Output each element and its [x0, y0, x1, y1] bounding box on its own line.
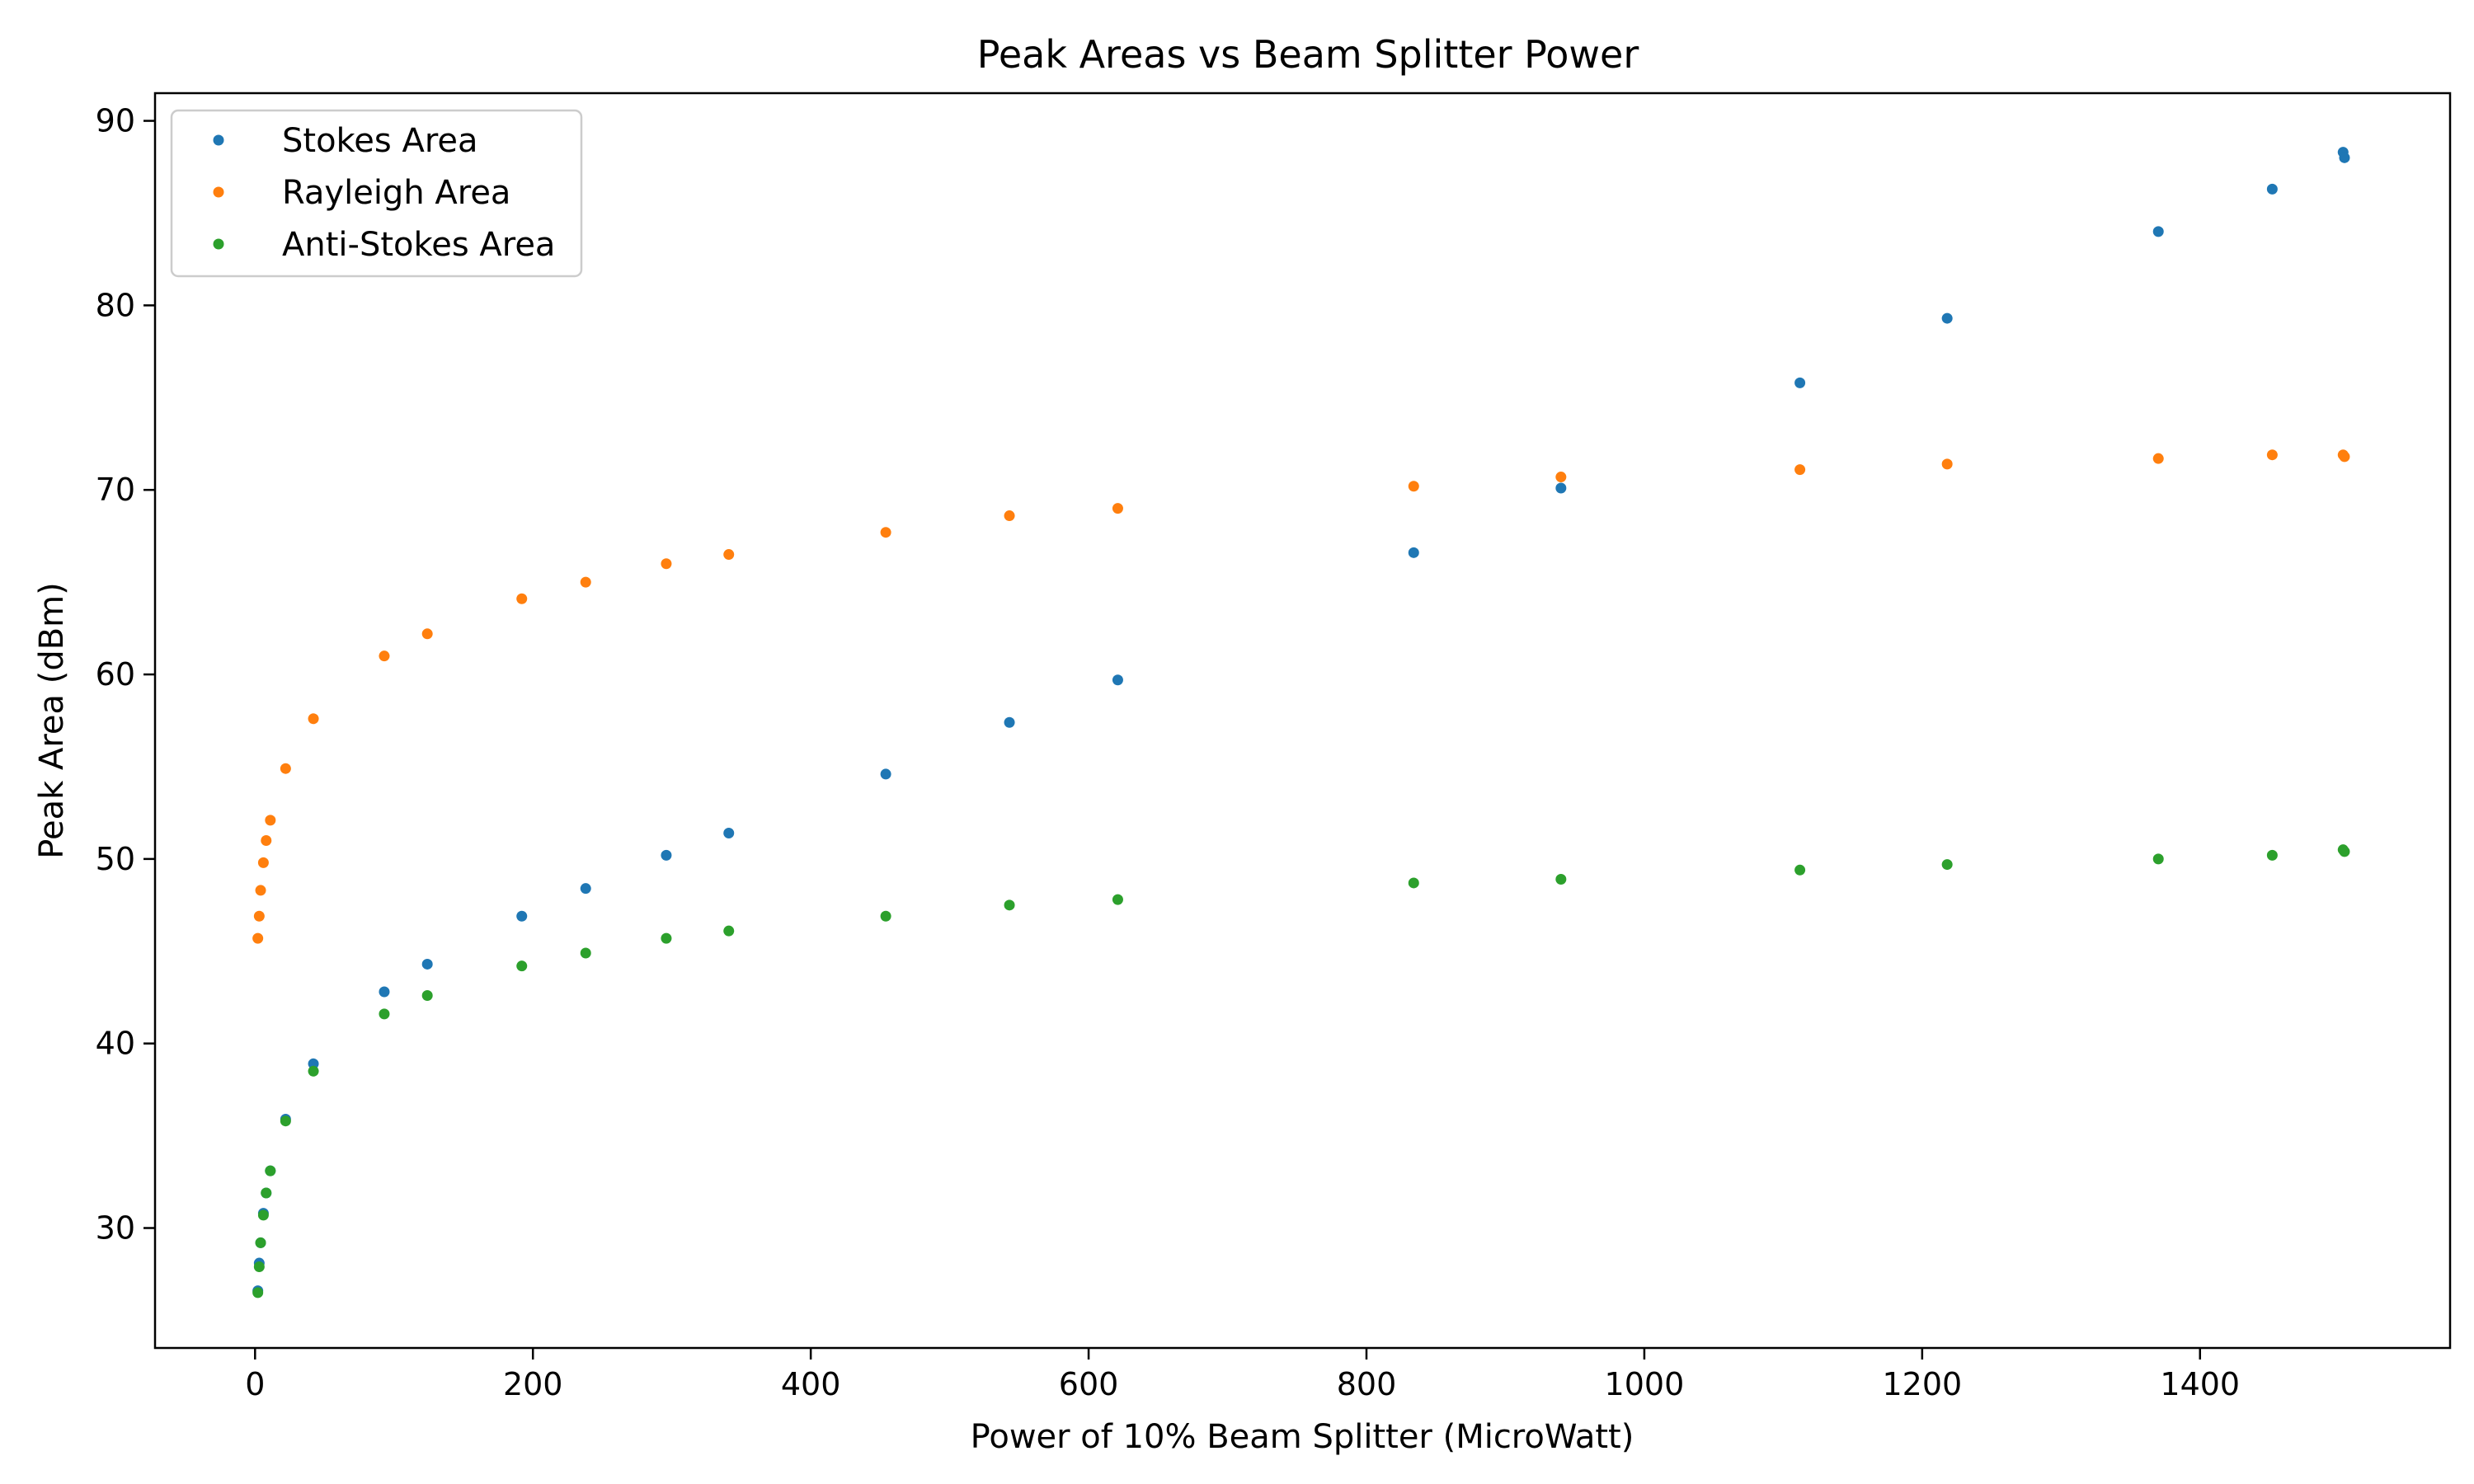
data-point-series-2 — [253, 910, 265, 922]
data-point-series-2 — [1004, 510, 1015, 522]
data-point-series-3 — [661, 932, 672, 944]
data-point-series-2 — [379, 650, 390, 662]
x-tick-label: 600 — [1059, 1366, 1119, 1402]
legend-label-series-2: Rayleigh Area — [282, 174, 510, 212]
chart-title: Peak Areas vs Beam Splitter Power — [977, 32, 1639, 77]
data-point-series-2 — [1941, 458, 1953, 470]
data-point-series-2 — [516, 593, 528, 604]
data-point-series-1 — [723, 828, 735, 839]
data-point-series-3 — [257, 1209, 269, 1221]
data-point-series-1 — [880, 768, 891, 780]
data-point-series-3 — [308, 1065, 319, 1077]
y-axis-label: Peak Area (dBm) — [33, 582, 71, 858]
data-point-series-2 — [723, 549, 735, 561]
data-point-series-2 — [265, 815, 276, 826]
data-point-series-1 — [1555, 482, 1567, 494]
data-point-series-3 — [723, 925, 735, 937]
data-point-series-3 — [253, 1261, 265, 1273]
x-tick-label: 1000 — [1605, 1366, 1685, 1402]
data-point-series-2 — [1794, 464, 1806, 476]
data-point-series-3 — [261, 1187, 272, 1199]
x-tick-label: 800 — [1337, 1366, 1397, 1402]
data-point-series-2 — [1555, 472, 1567, 483]
data-point-series-3 — [2339, 846, 2350, 857]
legend-box — [170, 109, 583, 278]
legend: Stokes Area Rayleigh Area Anti-Stokes Area — [170, 109, 583, 278]
legend-marker-series-2 — [213, 186, 224, 198]
y-tick-label: 80 — [96, 287, 135, 323]
scatter-points — [252, 147, 2350, 1298]
y-tick-label: 60 — [96, 656, 135, 693]
data-point-series-3 — [379, 1008, 390, 1020]
legend-marker-series-1 — [213, 134, 224, 146]
data-point-series-3 — [252, 1287, 264, 1298]
data-point-series-1 — [2339, 152, 2350, 163]
data-point-series-3 — [1112, 894, 1123, 905]
data-point-series-1 — [1941, 312, 1953, 324]
data-point-series-2 — [257, 857, 269, 868]
data-point-series-2 — [2266, 449, 2278, 461]
y-tick-label: 50 — [96, 841, 135, 877]
data-point-series-1 — [1112, 674, 1123, 686]
legend-label-series-3: Anti-Stokes Area — [282, 226, 555, 264]
data-point-series-1 — [308, 1058, 319, 1069]
data-point-series-3 — [580, 947, 591, 959]
data-point-series-3 — [2152, 853, 2164, 865]
data-point-series-1 — [2152, 226, 2164, 237]
y-axis-ticks: 30 40 50 60 70 80 90 — [96, 103, 155, 1247]
data-point-series-1 — [1794, 377, 1806, 388]
data-point-series-2 — [2152, 453, 2164, 464]
x-tick-label: 1200 — [1882, 1366, 1962, 1402]
data-point-series-1 — [1408, 547, 1419, 558]
data-point-series-2 — [661, 558, 672, 570]
data-point-series-3 — [265, 1165, 276, 1176]
data-point-series-3 — [1004, 899, 1015, 911]
y-tick-label: 40 — [96, 1026, 135, 1062]
x-axis-label: Power of 10% Beam Splitter (MicroWatt) — [971, 1418, 1634, 1456]
data-point-series-3 — [421, 989, 433, 1001]
plot-frame — [153, 92, 2452, 1350]
data-point-series-2 — [308, 713, 319, 725]
data-point-series-3 — [880, 910, 891, 922]
data-point-series-3 — [1555, 873, 1567, 885]
data-point-series-1 — [1004, 716, 1015, 728]
y-tick-label: 70 — [96, 472, 135, 508]
data-point-series-1 — [516, 910, 528, 922]
data-point-series-1 — [661, 849, 672, 861]
x-tick-label: 0 — [245, 1366, 265, 1402]
data-point-series-2 — [2339, 451, 2350, 463]
x-tick-label: 1400 — [2160, 1366, 2240, 1402]
data-point-series-3 — [1794, 864, 1806, 876]
data-point-series-3 — [280, 1115, 291, 1127]
data-point-series-1 — [2266, 183, 2278, 195]
data-point-series-3 — [2266, 849, 2278, 861]
data-point-series-2 — [421, 628, 433, 640]
data-point-series-1 — [421, 958, 433, 970]
data-point-series-3 — [255, 1237, 266, 1248]
data-point-series-1 — [580, 883, 591, 895]
data-point-series-2 — [280, 763, 291, 774]
legend-marker-series-3 — [213, 238, 224, 250]
x-axis-ticks: 0 200 400 600 800 1000 1200 1400 — [245, 1348, 2240, 1402]
y-tick-label: 90 — [96, 103, 135, 139]
data-point-series-2 — [261, 834, 272, 846]
data-point-series-2 — [252, 932, 264, 944]
data-point-series-2 — [880, 527, 891, 538]
data-point-series-3 — [516, 960, 528, 972]
x-tick-label: 400 — [781, 1366, 841, 1402]
data-point-series-3 — [1941, 859, 1953, 871]
data-point-series-1 — [379, 986, 390, 998]
x-tick-label: 200 — [503, 1366, 563, 1402]
legend-label-series-1: Stokes Area — [282, 122, 478, 160]
y-tick-label: 30 — [96, 1210, 135, 1247]
data-point-series-2 — [580, 576, 591, 588]
data-point-series-2 — [255, 885, 266, 896]
data-point-series-3 — [1408, 877, 1419, 889]
data-point-series-2 — [1408, 481, 1419, 492]
data-point-series-2 — [1112, 503, 1123, 514]
